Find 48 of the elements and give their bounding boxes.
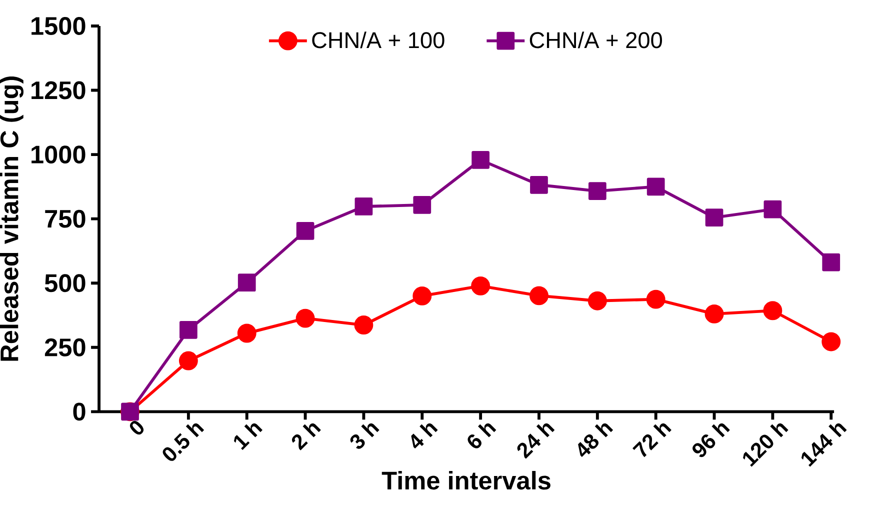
point [763, 301, 782, 320]
y-tick-label: 250 [44, 338, 86, 356]
point [471, 276, 490, 296]
point [178, 351, 198, 370]
x-tick-label: 144 h [801, 423, 847, 467]
point [180, 320, 198, 339]
point [530, 176, 548, 194]
point [472, 151, 490, 169]
x-tick-label: 1 h [234, 423, 262, 450]
y-tick-label: 500 [44, 274, 86, 292]
point [822, 253, 840, 272]
point [588, 182, 606, 200]
point [413, 196, 432, 214]
point [705, 208, 724, 226]
legend-label: CHN/A + 200 [530, 32, 662, 48]
point [646, 290, 666, 309]
x-tick-label: 0.5 h [162, 423, 204, 461]
point [354, 198, 373, 216]
point [764, 200, 782, 218]
point [296, 222, 314, 240]
y-axis-title: Released vitamin C (ug) [0, 76, 24, 361]
point [296, 308, 315, 328]
y-tick-label: 1500 [32, 17, 86, 35]
point [822, 332, 841, 352]
point [237, 324, 256, 343]
point [412, 286, 432, 306]
x-tick-label: 96 h [692, 423, 730, 458]
point [238, 274, 256, 292]
x-tick-label: 6 h [468, 423, 496, 448]
point [646, 178, 665, 196]
legend-label: CHN/A + 100 [312, 32, 444, 48]
x-tick-label: 120 h [743, 423, 788, 467]
point [354, 316, 374, 334]
point [588, 291, 607, 310]
point [530, 286, 548, 306]
y-tick-label: 750 [45, 210, 86, 228]
x-tick-label: 4 h [411, 423, 438, 449]
x-tick-label: 24 h [517, 423, 555, 459]
y-tick-label: 1250 [32, 81, 86, 100]
x-tick-label: 0 [130, 420, 144, 435]
x-axis-title: Time intervals [382, 470, 550, 490]
point [704, 304, 724, 324]
y-tick-label: 0 [73, 402, 86, 421]
y-tick-label: 1000 [32, 146, 86, 164]
x-tick-label: 72 h [632, 423, 672, 458]
x-tick-label: 48 h [578, 423, 614, 457]
x-tick-label: 3 h [350, 423, 380, 449]
x-tick-label: 2 h [292, 423, 321, 450]
